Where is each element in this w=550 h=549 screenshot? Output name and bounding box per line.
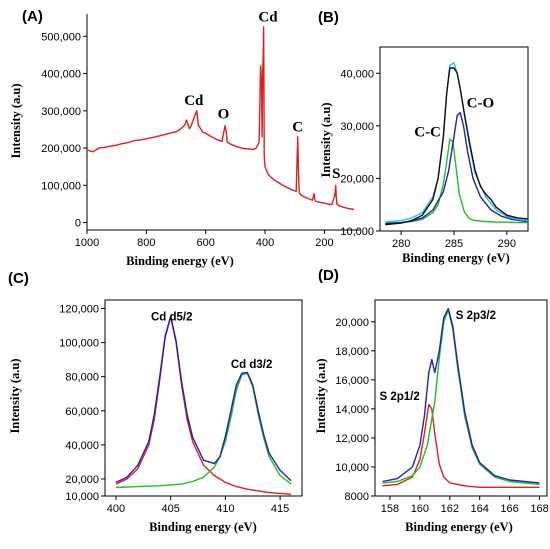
peak-annotation: S 2p1/2 [379, 391, 419, 403]
x-tick-label: 415 [271, 503, 289, 515]
y-tick-label: 200,000 [41, 143, 81, 155]
panel-a: 1000 800 600 400 200 0 100,000 200,000 300,000 40… [9, 8, 360, 268]
x-tick-label: 168 [530, 503, 548, 515]
x-axis-label: Binding energy (eV) [126, 254, 234, 268]
y-tick-label: 10,000 [335, 462, 369, 474]
peak-annotation: O [218, 106, 230, 122]
series-line-3 [385, 62, 528, 223]
y-tick-label: 20,000 [340, 173, 374, 185]
y-tick-label: 400,000 [41, 69, 81, 81]
series-line-1 [87, 26, 355, 211]
x-tick-label: 162 [441, 503, 459, 515]
x-tick-label: 1000 [75, 237, 99, 249]
y-tick-label: 80,000 [65, 372, 99, 384]
y-tick-label: 100,000 [59, 338, 99, 350]
x-tick-label: 600 [197, 237, 215, 249]
y-tick-label: 60,000 [65, 406, 99, 418]
y-tick-label: 10,000 [340, 226, 374, 238]
x-tick-label: 400 [107, 503, 125, 515]
series-line-1 [382, 403, 540, 488]
y-tick-label: 500,000 [41, 31, 81, 43]
x-tick-label: 405 [161, 503, 179, 515]
peak-annotation: S 2p3/2 [456, 310, 496, 322]
x-tick-label: 200 [315, 237, 333, 249]
peak-annotation: Cd d5/2 [151, 311, 193, 323]
y-axis-label: Intensity (a.u) [314, 358, 328, 433]
panel-c: 400 405 410 415 10,000 20,000 40,000 60,000 80,0… [8, 270, 303, 534]
x-axis-label: Binding energy (eV) [149, 520, 257, 534]
series-line-2 [385, 112, 528, 225]
x-tick-label: 400 [256, 237, 274, 249]
panel-b: 280 285 290 10,000 20,000 30,000 40,000 C-C C-O (… [318, 9, 529, 265]
peak-annotation: C-C [414, 124, 441, 140]
peak-annotation: S [332, 166, 340, 182]
y-tick-label: 20,000 [335, 317, 369, 329]
x-tick-label: 410 [216, 503, 234, 515]
y-axis-label: Intensity (a.u) [9, 83, 23, 158]
peak-annotation: Cd [258, 9, 278, 25]
x-axis-label: Binding energy (eV) [402, 251, 510, 265]
x-tick-label: 158 [381, 503, 399, 515]
y-tick-label: 30,000 [340, 121, 374, 133]
x-tick-label: 285 [445, 238, 463, 250]
series-line-3 [115, 315, 292, 484]
x-tick-label: 166 [500, 503, 518, 515]
peak-annotation: Cd d3/2 [231, 359, 273, 371]
y-tick-label: 40,000 [65, 440, 99, 452]
y-tick-label: 16,000 [335, 375, 369, 387]
y-tick-label: 8000 [345, 491, 369, 503]
x-tick-label: 160 [411, 503, 429, 515]
y-tick-label: 0 [75, 218, 81, 230]
x-axis-label: Binding energy (eV) [405, 520, 513, 534]
peak-annotation: C [292, 119, 303, 135]
x-tick-label: 290 [498, 238, 516, 250]
panel-label: (D) [318, 267, 339, 284]
plot-frame [374, 299, 548, 497]
panel-label: (C) [8, 270, 29, 287]
plot-frame [104, 299, 303, 497]
y-axis-label: Intensity (a.u) [319, 102, 333, 177]
y-tick-label: 14,000 [335, 404, 369, 416]
y-tick-label: 20,000 [65, 474, 99, 486]
y-axis-label: Intensity (a.u) [8, 358, 22, 433]
series-line-1 [385, 138, 528, 224]
series-line-3 [382, 308, 540, 484]
x-tick-label: 800 [137, 237, 155, 249]
panel-label: (A) [22, 8, 43, 25]
y-tick-label: 10,000 [65, 491, 99, 503]
series-line-2 [115, 372, 292, 489]
panel-label: (B) [318, 9, 339, 26]
series-line-1 [115, 316, 292, 495]
y-tick-label: 300,000 [41, 106, 81, 118]
y-tick-label: 18,000 [335, 346, 369, 358]
y-tick-label: 40,000 [340, 68, 374, 80]
y-tick-label: 120,000 [59, 304, 99, 316]
peak-annotation: C-O [467, 95, 495, 111]
y-tick-label: 100,000 [41, 180, 81, 192]
y-tick-label: 12,000 [335, 433, 369, 445]
x-tick-label: 164 [471, 503, 489, 515]
peak-annotation: Cd [184, 93, 204, 109]
series-line-4 [385, 67, 528, 226]
x-tick-label: 280 [392, 238, 410, 250]
panel-d: 158 160 162 164 166 168 8000 10,000 12,000 14,000… [314, 267, 549, 534]
